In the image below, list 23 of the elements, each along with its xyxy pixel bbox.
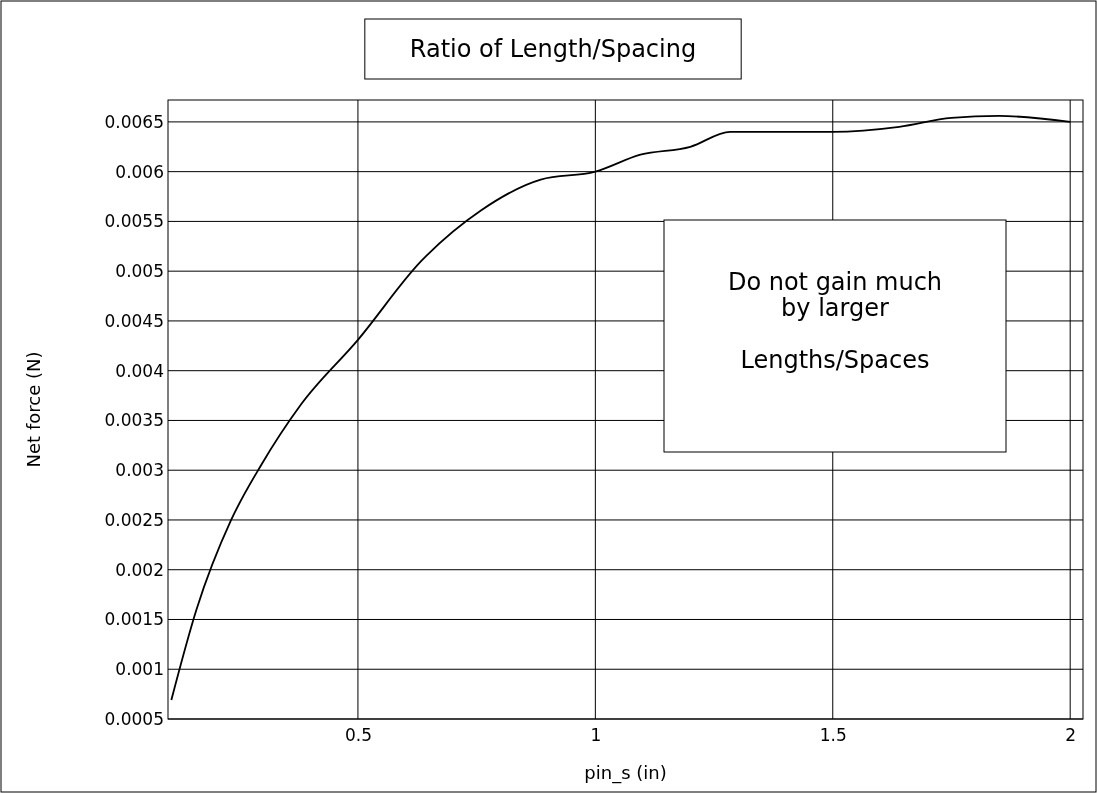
x-tick-label: 1 <box>590 725 602 746</box>
y-tick-label: 0.0055 <box>104 211 164 232</box>
x-tick-label: 2 <box>1065 725 1077 746</box>
y-tick-label: 0.006 <box>115 161 164 182</box>
y-axis-title: Net force (N) <box>23 351 44 468</box>
chart-title: Ratio of Length/Spacing <box>409 35 697 63</box>
y-tick-label: 0.0035 <box>104 410 164 431</box>
note-box: Do not gain much by larger Lengths/Spaces <box>663 219 1007 453</box>
y-tick-label: 0.0005 <box>104 708 164 729</box>
annotation: Do not gain much by larger Lengths/Spaces <box>727 268 943 374</box>
title-box: Ratio of Length/Spacing <box>364 18 742 80</box>
x-tick-label: 1.5 <box>819 725 847 746</box>
y-tick-label: 0.002 <box>115 559 164 580</box>
y-tick-label: 0.0025 <box>104 509 164 530</box>
y-tick-label: 0.004 <box>115 360 164 381</box>
y-tick-label: 0.005 <box>115 261 164 282</box>
y-tick-label: 0.0045 <box>104 310 164 331</box>
x-tick-label: 0.5 <box>344 725 372 746</box>
y-tick-label: 0.003 <box>115 460 164 481</box>
y-tick-label: 0.0065 <box>104 111 164 132</box>
y-tick-label: 0.001 <box>115 659 164 680</box>
y-tick-label: 0.0015 <box>104 609 164 630</box>
x-axis-title: pin_s (in) <box>584 762 667 784</box>
